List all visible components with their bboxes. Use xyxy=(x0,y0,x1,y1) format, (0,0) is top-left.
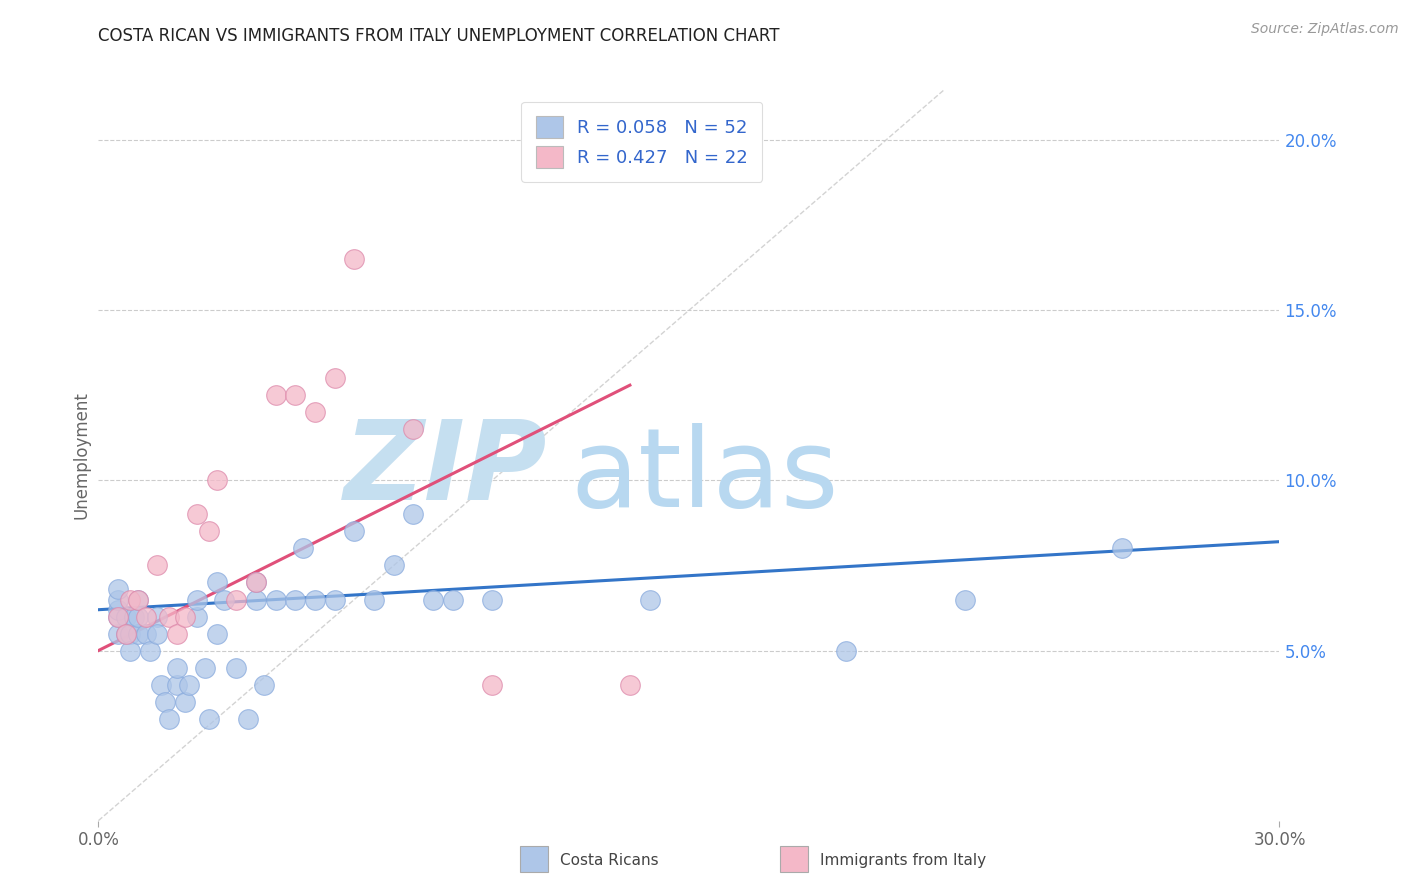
Point xyxy=(135,609,157,624)
Point xyxy=(166,626,188,640)
Legend: R = 0.058   N = 52, R = 0.427   N = 22: R = 0.058 N = 52, R = 0.427 N = 22 xyxy=(522,102,762,182)
Point xyxy=(118,643,141,657)
Point xyxy=(118,626,141,640)
Point xyxy=(304,592,326,607)
Point xyxy=(205,474,228,488)
Point xyxy=(245,575,267,590)
Point xyxy=(146,626,169,640)
Point xyxy=(186,508,208,522)
Point xyxy=(155,695,177,709)
Point xyxy=(177,677,200,691)
Point xyxy=(953,592,976,607)
Point xyxy=(138,643,160,657)
Point xyxy=(107,609,129,624)
Point xyxy=(481,677,503,691)
Point xyxy=(264,592,287,607)
Point xyxy=(481,592,503,607)
Point xyxy=(107,626,129,640)
Point xyxy=(343,252,366,267)
Point xyxy=(363,592,385,607)
Point xyxy=(107,603,129,617)
Point xyxy=(402,508,425,522)
Point xyxy=(115,609,138,624)
Point xyxy=(186,609,208,624)
Point xyxy=(166,677,188,691)
Point xyxy=(422,592,444,607)
Point xyxy=(284,388,307,402)
Text: Source: ZipAtlas.com: Source: ZipAtlas.com xyxy=(1251,22,1399,37)
Point xyxy=(118,592,141,607)
Point xyxy=(253,677,276,691)
Point xyxy=(135,626,157,640)
Point xyxy=(197,712,219,726)
Point xyxy=(225,592,247,607)
Point xyxy=(157,609,180,624)
Point xyxy=(402,422,425,436)
Point xyxy=(225,660,247,674)
Point xyxy=(197,524,219,539)
Point xyxy=(107,609,129,624)
Point xyxy=(107,582,129,597)
Point xyxy=(174,609,197,624)
Point xyxy=(343,524,366,539)
Point xyxy=(245,592,267,607)
Point xyxy=(157,712,180,726)
Point xyxy=(835,643,858,657)
Point xyxy=(205,575,228,590)
Point xyxy=(638,592,661,607)
Point xyxy=(127,592,149,607)
Point xyxy=(194,660,217,674)
Text: COSTA RICAN VS IMMIGRANTS FROM ITALY UNEMPLOYMENT CORRELATION CHART: COSTA RICAN VS IMMIGRANTS FROM ITALY UNE… xyxy=(98,27,780,45)
Point xyxy=(214,592,236,607)
Text: Immigrants from Italy: Immigrants from Italy xyxy=(820,853,986,868)
Point xyxy=(174,695,197,709)
Point xyxy=(323,592,346,607)
Text: ZIP: ZIP xyxy=(343,416,547,523)
Y-axis label: Unemployment: Unemployment xyxy=(72,391,90,519)
Point xyxy=(146,558,169,573)
Point xyxy=(619,677,641,691)
Point xyxy=(205,626,228,640)
Point xyxy=(323,371,346,385)
Point xyxy=(122,609,145,624)
Point xyxy=(1111,541,1133,556)
Point xyxy=(127,626,149,640)
Point xyxy=(166,660,188,674)
Point xyxy=(264,388,287,402)
Text: atlas: atlas xyxy=(571,424,839,531)
Point xyxy=(115,626,138,640)
Point xyxy=(245,575,267,590)
Point xyxy=(127,609,149,624)
Point xyxy=(146,609,169,624)
Point xyxy=(115,626,138,640)
Point xyxy=(292,541,315,556)
Point xyxy=(150,677,173,691)
Point xyxy=(236,712,259,726)
Point xyxy=(127,592,149,607)
Text: Costa Ricans: Costa Ricans xyxy=(560,853,658,868)
Point xyxy=(441,592,464,607)
Point xyxy=(107,592,129,607)
Point xyxy=(186,592,208,607)
Point xyxy=(304,405,326,419)
Point xyxy=(284,592,307,607)
Point xyxy=(382,558,405,573)
